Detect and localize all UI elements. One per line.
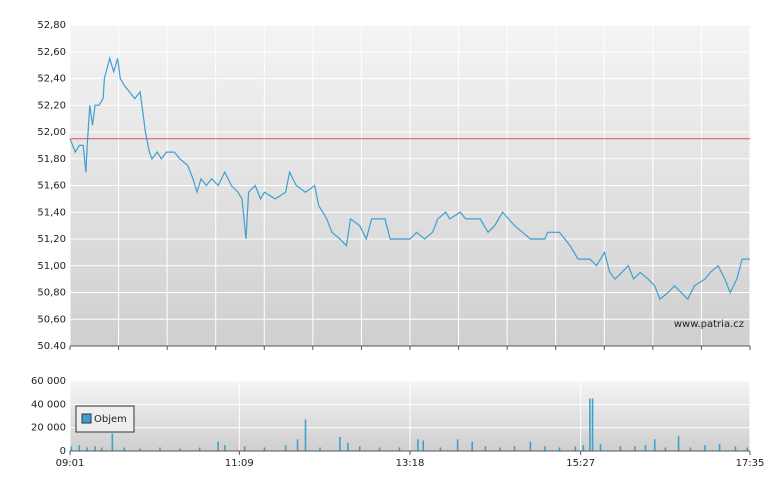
- volume-bar: [619, 446, 622, 451]
- y-tick-label: 50,80: [37, 288, 66, 299]
- volume-bar: [284, 445, 287, 451]
- volume-bar: [304, 419, 307, 451]
- volume-bar: [319, 447, 321, 451]
- volume-bar: [243, 446, 246, 451]
- volume-bar: [499, 447, 501, 451]
- volume-bar: [86, 447, 88, 451]
- volume-bar: [358, 446, 361, 451]
- volume-bar: [634, 446, 636, 451]
- x-tick-label: 15:27: [566, 458, 595, 469]
- y-tick-label: 51,60: [37, 181, 66, 192]
- volume-bar: [139, 448, 141, 451]
- volume-bar: [223, 445, 226, 451]
- volume-bar: [100, 447, 103, 451]
- volume-bar: [296, 439, 299, 451]
- volume-bar: [123, 447, 126, 451]
- volume-bar: [513, 446, 516, 451]
- volume-bar: [78, 445, 81, 451]
- volume-bar: [718, 444, 721, 451]
- volume-bar: [439, 447, 442, 451]
- volume-bar: [558, 447, 561, 451]
- volume-bar: [111, 433, 114, 451]
- x-tick-label: 09:01: [56, 458, 85, 469]
- volume-bar: [422, 440, 425, 451]
- volume-bar: [263, 447, 266, 451]
- y-tick-label: 60 000: [31, 376, 66, 387]
- volume-bar: [94, 446, 96, 451]
- y-tick-label: 52,20: [37, 100, 66, 111]
- volume-bar: [599, 444, 602, 451]
- y-tick-label: 51,00: [37, 261, 66, 272]
- y-tick-label: 0: [60, 446, 66, 457]
- volume-bar: [198, 447, 201, 451]
- watermark: www.patria.cz: [674, 319, 744, 330]
- volume-bar: [734, 446, 737, 451]
- y-tick-label: 52,80: [37, 20, 66, 31]
- y-tick-label: 51,40: [37, 207, 66, 218]
- volume-bar: [179, 448, 181, 451]
- y-tick-label: 40 000: [31, 399, 66, 410]
- volume-bar: [484, 446, 487, 451]
- volume-bar: [417, 439, 419, 451]
- y-tick-label: 50,60: [37, 314, 66, 325]
- volume-bar: [159, 447, 161, 451]
- legend-swatch: [81, 413, 92, 424]
- volume-bar: [664, 447, 667, 451]
- volume-bar: [582, 445, 585, 451]
- volume-bar: [746, 447, 749, 451]
- volume-bar: [591, 398, 594, 451]
- volume-bar: [704, 445, 706, 451]
- y-tick-label: 20 000: [31, 423, 66, 434]
- y-tick-label: 51,80: [37, 154, 66, 165]
- volume-bar: [70, 446, 73, 451]
- volume-bar: [689, 447, 692, 451]
- volume-bar: [456, 439, 459, 451]
- volume-bar: [589, 398, 591, 451]
- volume-bar: [471, 441, 473, 451]
- volume-bar: [347, 442, 349, 451]
- x-tick-label: 11:09: [225, 458, 254, 469]
- volume-bar: [339, 437, 341, 451]
- x-tick-label: 13:18: [396, 458, 425, 469]
- volume-bar: [644, 445, 647, 451]
- volume-bar: [677, 435, 680, 451]
- volume-bar: [544, 446, 546, 451]
- y-tick-label: 52,60: [37, 47, 66, 58]
- y-tick-label: 50.40: [37, 341, 66, 352]
- volume-bar: [217, 441, 219, 451]
- legend-label: Objem: [94, 414, 127, 425]
- volume-bar: [398, 447, 401, 451]
- y-tick-label: 52,00: [37, 127, 66, 138]
- y-tick-label: 52,40: [37, 74, 66, 85]
- volume-bar: [653, 439, 656, 451]
- x-tick-label: 17:35: [736, 458, 765, 469]
- price-line: [69, 56, 750, 301]
- volume-bar: [378, 447, 381, 451]
- y-tick-label: 51,20: [37, 234, 66, 245]
- volume-bar: [529, 441, 532, 451]
- volume-bar: [574, 446, 577, 451]
